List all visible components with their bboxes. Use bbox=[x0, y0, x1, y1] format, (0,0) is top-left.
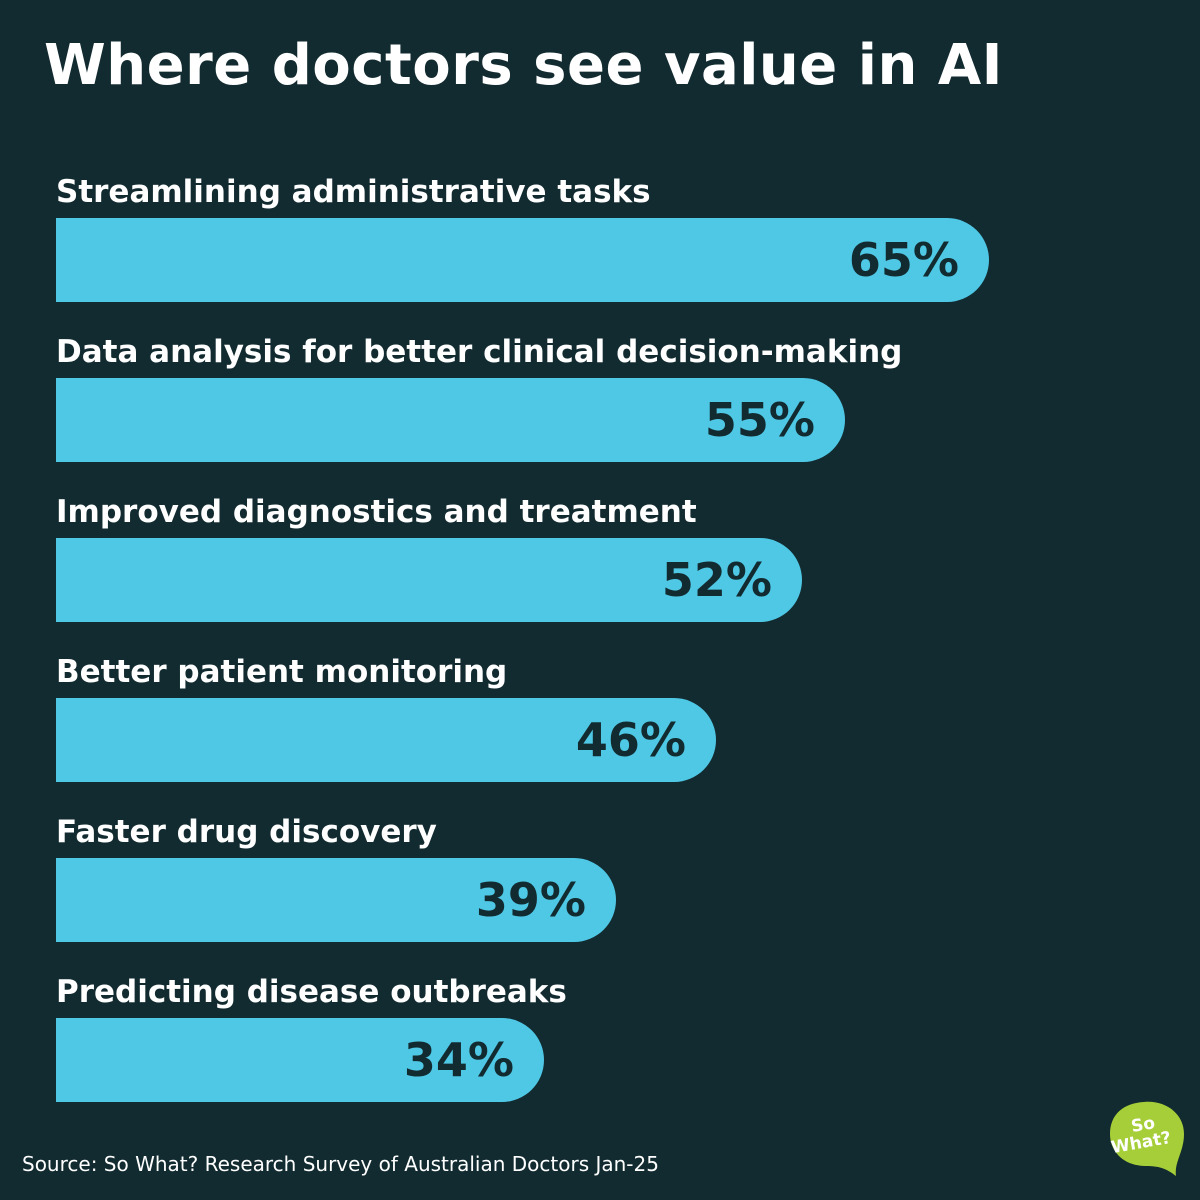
chart-title: Where doctors see value in AI bbox=[44, 33, 1004, 98]
svg-text:So: So bbox=[1130, 1113, 1157, 1137]
bar-value-label: 39% bbox=[475, 873, 586, 927]
category-label: Better patient monitoring bbox=[56, 654, 508, 690]
bar-value-label: 34% bbox=[403, 1033, 514, 1087]
bar: 52% bbox=[56, 538, 802, 622]
category-label: Streamlining administrative tasks bbox=[56, 174, 651, 210]
bar-value-label: 65% bbox=[848, 233, 959, 287]
category-label: Data analysis for better clinical decisi… bbox=[56, 334, 903, 370]
bar-value-label: 52% bbox=[661, 553, 772, 607]
bar: 34% bbox=[56, 1018, 544, 1102]
bar-value-label: 46% bbox=[575, 713, 686, 767]
bar: 55% bbox=[56, 378, 845, 462]
source-note: Source: So What? Research Survey of Aust… bbox=[22, 1152, 659, 1176]
so-what-logo-icon: So What? bbox=[1110, 1101, 1184, 1176]
bar: 46% bbox=[56, 698, 716, 782]
category-label: Faster drug discovery bbox=[56, 814, 437, 850]
bar: 65% bbox=[56, 218, 989, 302]
category-label: Predicting disease outbreaks bbox=[56, 974, 567, 1010]
bar-value-label: 55% bbox=[704, 393, 815, 447]
category-label: Improved diagnostics and treatment bbox=[56, 494, 697, 530]
bar: 39% bbox=[56, 858, 616, 942]
